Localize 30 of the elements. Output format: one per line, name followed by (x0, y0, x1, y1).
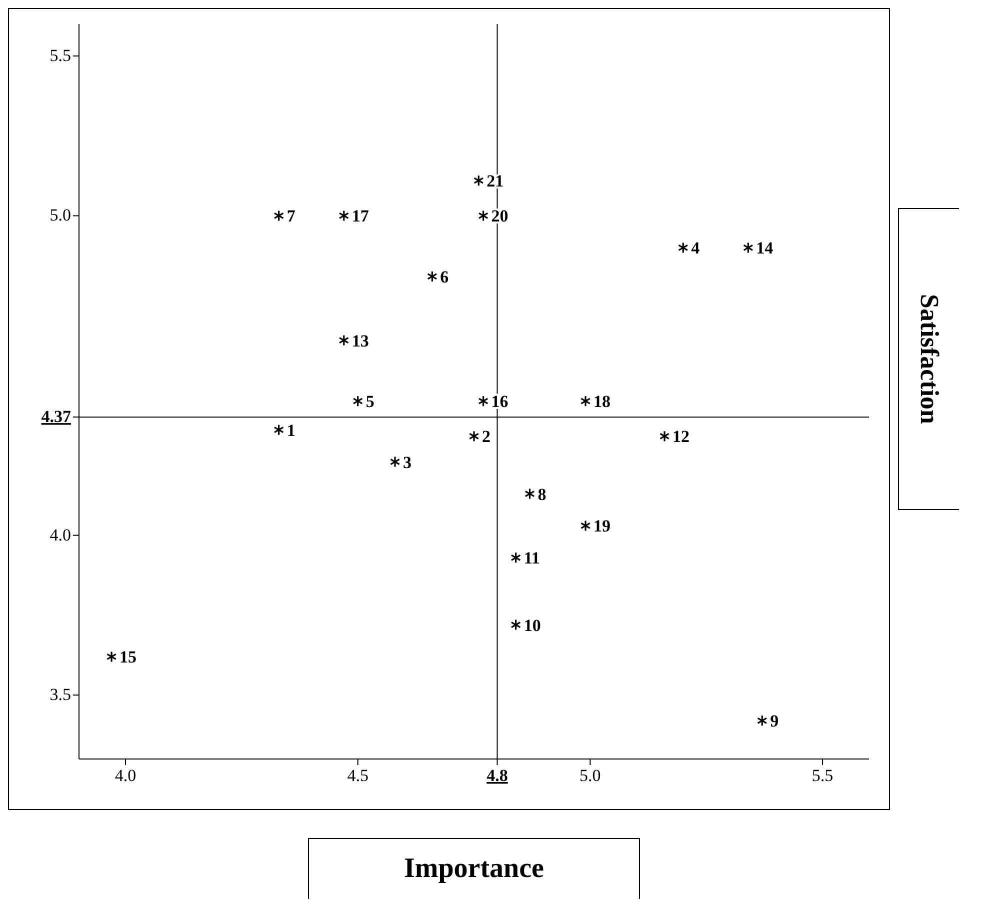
annotation: 17 (352, 206, 370, 226)
annotation: 19 (594, 516, 611, 536)
y-tick-label: 4.37 (41, 407, 72, 426)
annotation: 5 (366, 392, 374, 412)
y-axis-title: Satisfaction (914, 294, 944, 424)
annotation: 1 (286, 420, 296, 440)
annotation: 3 (403, 452, 412, 472)
x-tick-label: 5.5 (812, 766, 834, 785)
annotation: 10 (524, 616, 541, 635)
annotation: 18 (594, 392, 611, 412)
annotation: 12 (672, 427, 690, 446)
annotation: 4 (691, 238, 700, 258)
x-tick-label: 4.0 (114, 766, 136, 785)
y-tick-label: 4.0 (50, 525, 71, 544)
y-tick-label: 5.0 (50, 206, 71, 225)
x-tick-label: 4.5 (347, 766, 368, 785)
x-axis-title: Importance (308, 838, 640, 899)
x-tick-label: 5.0 (580, 766, 601, 785)
annotation: 13 (352, 331, 369, 350)
annotation: 14 (756, 238, 774, 258)
annotation: 11 (524, 548, 540, 568)
y-tick-label: 3.5 (50, 685, 71, 704)
x-tick-label: 4.8 (486, 766, 508, 785)
y-tick-label: 5.5 (50, 46, 71, 65)
annotation: 7 (286, 206, 296, 226)
annotation: 9 (770, 712, 779, 731)
annotation: 15 (120, 648, 137, 667)
annotation: 2 (482, 427, 490, 446)
annotation: 6 (440, 267, 449, 286)
annotation: 8 (538, 484, 546, 504)
